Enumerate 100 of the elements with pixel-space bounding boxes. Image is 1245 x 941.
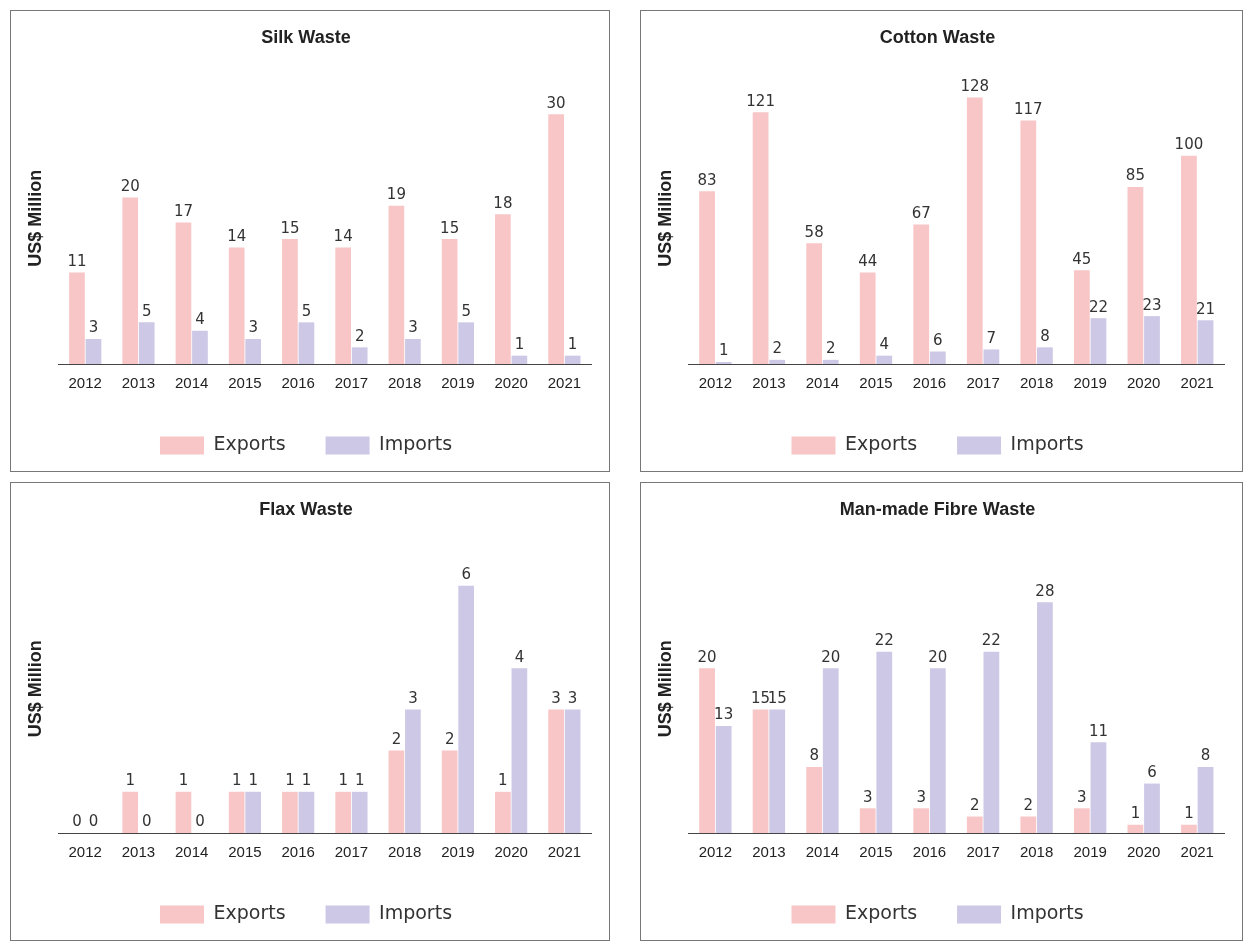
bar xyxy=(351,791,368,833)
chart-title: Cotton Waste xyxy=(879,26,996,47)
data-label: 28 xyxy=(1035,581,1055,600)
bar xyxy=(228,247,245,364)
data-label: 4 xyxy=(195,310,205,329)
data-label: 22 xyxy=(874,631,894,650)
data-label: 3 xyxy=(916,787,926,806)
x-tick-label: 2021 xyxy=(547,843,582,861)
bar xyxy=(859,808,876,833)
bar xyxy=(405,709,421,833)
bar xyxy=(1127,824,1144,833)
bar xyxy=(913,224,930,364)
bar xyxy=(564,709,581,833)
bar xyxy=(441,239,458,364)
data-label: 20 xyxy=(821,647,841,666)
bar xyxy=(1090,318,1107,364)
bar xyxy=(122,197,139,364)
bar xyxy=(1181,155,1197,364)
data-label: 17 xyxy=(173,201,193,220)
data-label: 8 xyxy=(1200,746,1211,765)
x-tick-label: 2017 xyxy=(334,843,369,861)
x-tick-label: 2013 xyxy=(752,843,786,861)
bar xyxy=(983,651,1000,833)
x-tick-label: 2015 xyxy=(859,843,893,861)
data-label: 2 xyxy=(1023,795,1034,814)
bar xyxy=(822,668,839,833)
chart-title: Flax Waste xyxy=(259,498,353,519)
data-label: 8 xyxy=(1040,326,1050,345)
bar xyxy=(138,322,155,364)
x-tick-label: 2020 xyxy=(1127,374,1161,392)
data-label: 5 xyxy=(141,301,152,320)
bar xyxy=(495,791,511,833)
bar xyxy=(1037,347,1053,364)
data-label: 0 xyxy=(195,812,205,831)
x-tick-label: 2016 xyxy=(912,374,947,392)
data-label: 2 xyxy=(970,795,980,814)
x-tick-label: 2019 xyxy=(1073,843,1107,861)
bar xyxy=(228,791,245,833)
data-label: 4 xyxy=(514,647,525,666)
bar xyxy=(1020,816,1037,833)
data-label: 20 xyxy=(697,647,717,666)
data-label: 45 xyxy=(1072,249,1092,268)
bar xyxy=(1144,783,1160,833)
data-label: 1 xyxy=(231,771,242,790)
bar xyxy=(335,791,352,833)
y-axis-title: US$ Million xyxy=(654,640,675,738)
bar xyxy=(511,355,528,364)
data-label: 2 xyxy=(391,729,402,748)
data-label: 3 xyxy=(408,318,418,337)
bar xyxy=(511,668,528,833)
x-tick-label: 2019 xyxy=(441,374,475,392)
bar xyxy=(192,330,208,364)
data-label: 23 xyxy=(1142,295,1162,314)
bar xyxy=(769,709,786,833)
x-tick-label: 2016 xyxy=(912,843,947,861)
bar xyxy=(876,355,893,364)
data-label: 21 xyxy=(1195,299,1216,318)
data-label: 1 xyxy=(567,335,578,354)
data-label: 3 xyxy=(1077,787,1087,806)
x-tick-label: 2014 xyxy=(805,374,840,392)
bar xyxy=(122,791,139,833)
data-label: 20 xyxy=(928,647,948,666)
data-label: 3 xyxy=(88,318,99,337)
legend-label: Imports xyxy=(379,432,453,455)
data-label: 83 xyxy=(697,170,717,189)
x-tick-label: 2017 xyxy=(966,843,1000,861)
data-label: 2 xyxy=(825,339,836,358)
x-tick-label: 2013 xyxy=(752,374,786,392)
data-label: 7 xyxy=(986,328,997,347)
bar xyxy=(175,222,192,364)
data-label: 100 xyxy=(1174,135,1204,154)
bar xyxy=(335,247,352,364)
x-tick-label: 2014 xyxy=(805,843,840,861)
x-tick-label: 2013 xyxy=(121,374,156,392)
data-label: 4 xyxy=(879,335,890,354)
data-label: 13 xyxy=(714,705,734,724)
bar xyxy=(966,816,983,833)
data-label: 1 xyxy=(354,771,365,790)
data-label: 1 xyxy=(248,771,258,790)
x-tick-label: 2012 xyxy=(698,843,733,861)
x-tick-label: 2015 xyxy=(228,843,262,861)
bar xyxy=(966,97,983,364)
data-label: 22 xyxy=(1088,297,1108,316)
bar xyxy=(769,359,786,364)
x-tick-label: 2019 xyxy=(1073,374,1107,392)
chart-title: Silk Waste xyxy=(261,26,351,47)
bar xyxy=(458,585,474,833)
bar xyxy=(245,339,262,364)
legend-label: Imports xyxy=(1010,432,1084,455)
x-tick-label: 2020 xyxy=(494,374,528,392)
data-label: 5 xyxy=(301,301,312,320)
x-tick-label: 2021 xyxy=(1180,843,1214,861)
data-label: 14 xyxy=(227,226,247,245)
x-tick-label: 2019 xyxy=(441,843,475,861)
data-label: 5 xyxy=(461,301,471,320)
x-tick-label: 2021 xyxy=(547,374,582,392)
data-label: 2 xyxy=(354,326,365,345)
bar xyxy=(806,243,823,364)
bar xyxy=(929,668,946,833)
x-tick-label: 2012 xyxy=(698,374,733,392)
